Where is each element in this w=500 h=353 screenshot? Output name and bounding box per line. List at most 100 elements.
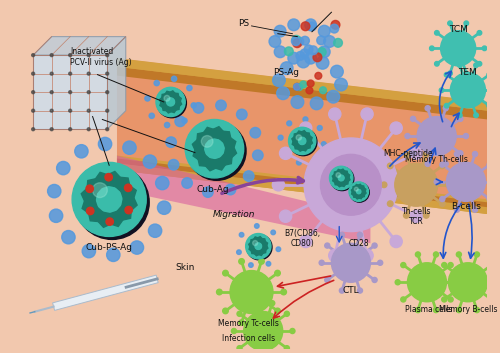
Circle shape (202, 187, 213, 197)
Text: B-cells: B-cells (451, 202, 481, 211)
Polygon shape (117, 67, 488, 119)
Circle shape (492, 179, 498, 184)
Text: TCR: TCR (409, 217, 424, 226)
Polygon shape (292, 141, 298, 146)
Polygon shape (117, 63, 488, 111)
Circle shape (404, 151, 409, 157)
Polygon shape (224, 146, 236, 158)
Text: Cub-PS-Ag: Cub-PS-Ag (86, 243, 132, 252)
Circle shape (300, 36, 310, 45)
Circle shape (458, 116, 463, 121)
Circle shape (430, 46, 434, 50)
Polygon shape (258, 250, 264, 256)
Polygon shape (173, 93, 179, 99)
Circle shape (309, 46, 318, 55)
Circle shape (489, 263, 494, 268)
Polygon shape (33, 37, 126, 55)
Circle shape (492, 88, 496, 92)
Polygon shape (358, 195, 362, 199)
Circle shape (297, 55, 310, 68)
Circle shape (244, 311, 282, 351)
Circle shape (68, 109, 71, 112)
Circle shape (487, 162, 492, 167)
Circle shape (276, 87, 289, 100)
Circle shape (50, 209, 62, 222)
Circle shape (340, 232, 344, 238)
Circle shape (390, 122, 402, 134)
Polygon shape (94, 172, 110, 188)
FancyBboxPatch shape (33, 55, 107, 129)
Polygon shape (305, 143, 310, 149)
Circle shape (372, 243, 377, 248)
Circle shape (50, 72, 53, 75)
Polygon shape (353, 186, 357, 190)
Polygon shape (205, 158, 217, 171)
Polygon shape (352, 189, 356, 192)
Circle shape (472, 151, 478, 157)
Polygon shape (114, 177, 130, 192)
Circle shape (328, 108, 341, 120)
Circle shape (440, 31, 476, 66)
Circle shape (474, 307, 480, 313)
Circle shape (315, 72, 322, 79)
Polygon shape (117, 58, 488, 214)
Circle shape (474, 63, 478, 67)
Circle shape (292, 37, 300, 46)
Circle shape (272, 74, 285, 86)
Circle shape (296, 160, 302, 165)
Circle shape (106, 54, 108, 56)
Circle shape (304, 138, 398, 232)
Circle shape (87, 54, 90, 56)
Circle shape (300, 81, 306, 88)
Circle shape (202, 136, 213, 147)
Circle shape (87, 128, 90, 131)
Polygon shape (192, 139, 204, 151)
Polygon shape (304, 133, 310, 138)
Polygon shape (162, 94, 168, 100)
Circle shape (304, 45, 313, 54)
Polygon shape (87, 179, 102, 194)
Circle shape (330, 167, 354, 191)
Circle shape (106, 91, 108, 94)
Circle shape (458, 151, 463, 156)
Circle shape (418, 179, 430, 191)
Polygon shape (160, 97, 166, 103)
Circle shape (252, 150, 263, 161)
Circle shape (458, 113, 462, 118)
Circle shape (284, 346, 290, 351)
Circle shape (443, 106, 448, 111)
Polygon shape (176, 101, 182, 107)
Polygon shape (340, 169, 345, 174)
Circle shape (191, 103, 196, 108)
Circle shape (378, 260, 382, 265)
Polygon shape (345, 173, 350, 178)
Polygon shape (362, 188, 366, 192)
Text: PS-Ag: PS-Ag (273, 68, 299, 77)
Polygon shape (345, 177, 350, 182)
Polygon shape (292, 137, 298, 142)
Polygon shape (360, 193, 364, 197)
Circle shape (448, 263, 488, 302)
Circle shape (87, 72, 90, 75)
Circle shape (280, 147, 291, 160)
Circle shape (320, 154, 382, 215)
Polygon shape (220, 153, 232, 165)
Circle shape (50, 109, 53, 112)
Circle shape (474, 113, 478, 118)
Circle shape (349, 182, 368, 201)
Circle shape (458, 63, 462, 67)
Circle shape (187, 85, 192, 91)
Text: Skin: Skin (176, 263, 195, 271)
Circle shape (308, 22, 316, 31)
Text: PS: PS (238, 19, 250, 28)
Circle shape (246, 234, 271, 259)
Polygon shape (117, 158, 488, 209)
Circle shape (74, 145, 88, 158)
Circle shape (440, 201, 445, 207)
Circle shape (237, 346, 242, 351)
Circle shape (487, 103, 492, 108)
Circle shape (328, 250, 341, 262)
Circle shape (330, 65, 344, 78)
Polygon shape (170, 91, 175, 97)
Polygon shape (254, 237, 258, 242)
